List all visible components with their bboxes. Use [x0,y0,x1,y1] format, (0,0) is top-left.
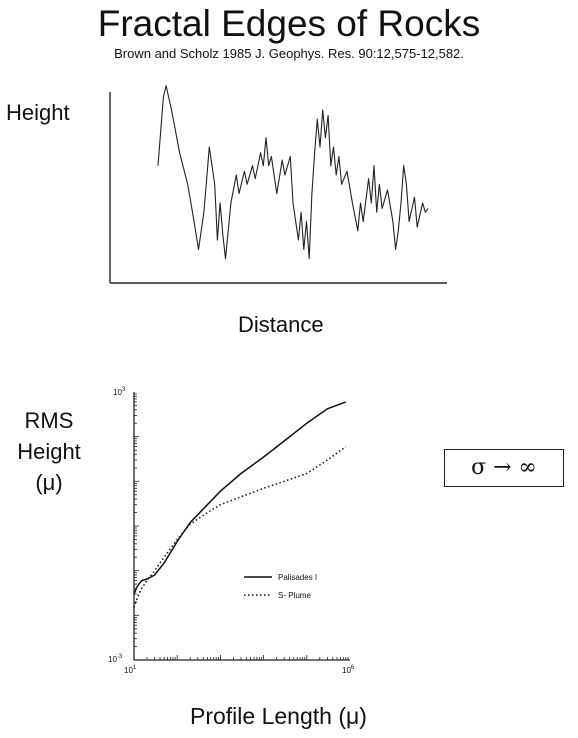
y-tick-top: 103 [113,387,126,397]
profile-length-axis-label: Profile Length (μ) [190,703,367,729]
page-title: Fractal Edges of Rocks [97,3,481,44]
height-axis-label: Height [6,100,70,125]
y-tick-bottom: 10-3 [108,654,123,664]
rms-height-axis-label: RMS Height (μ) [6,405,92,498]
legend-label-palisades: Palisades I [278,573,317,582]
legend-label-s-plume: S- Plume [278,591,311,600]
profile-series-line [157,85,429,260]
y-tick-top-base: 10 [113,388,122,397]
rms-height-label-line: (μ) [35,470,63,495]
s-plume-series-line [133,445,347,608]
distance-axis-label: Distance [238,312,324,337]
y-tick-bottom-base: 10 [108,655,117,664]
y-tick-bottom-exp: -3 [117,654,123,660]
palisades-series-line [133,401,347,595]
x-tick-left-exp: 1 [133,665,137,671]
rms-height-label-line: Height [17,439,81,464]
profile-chart [109,85,447,284]
citation: Brown and Scholz 1985 J. Geophys. Res. 9… [114,46,464,61]
x-tick-right-exp: 6 [351,665,355,671]
x-tick-left: 101 [124,665,137,675]
rms-height-label-line: RMS [24,408,74,433]
x-tick-left-base: 10 [124,666,133,675]
x-tick-right-base: 10 [342,666,351,675]
formula-box: σ → ∞ [444,449,564,487]
x-tick-right: 106 [342,665,355,675]
rms-chart: 103 10-3 101 106 Palisades I S- Plume [108,387,355,675]
formula-text: σ → ∞ [471,455,537,480]
y-tick-top-exp: 3 [122,387,126,393]
